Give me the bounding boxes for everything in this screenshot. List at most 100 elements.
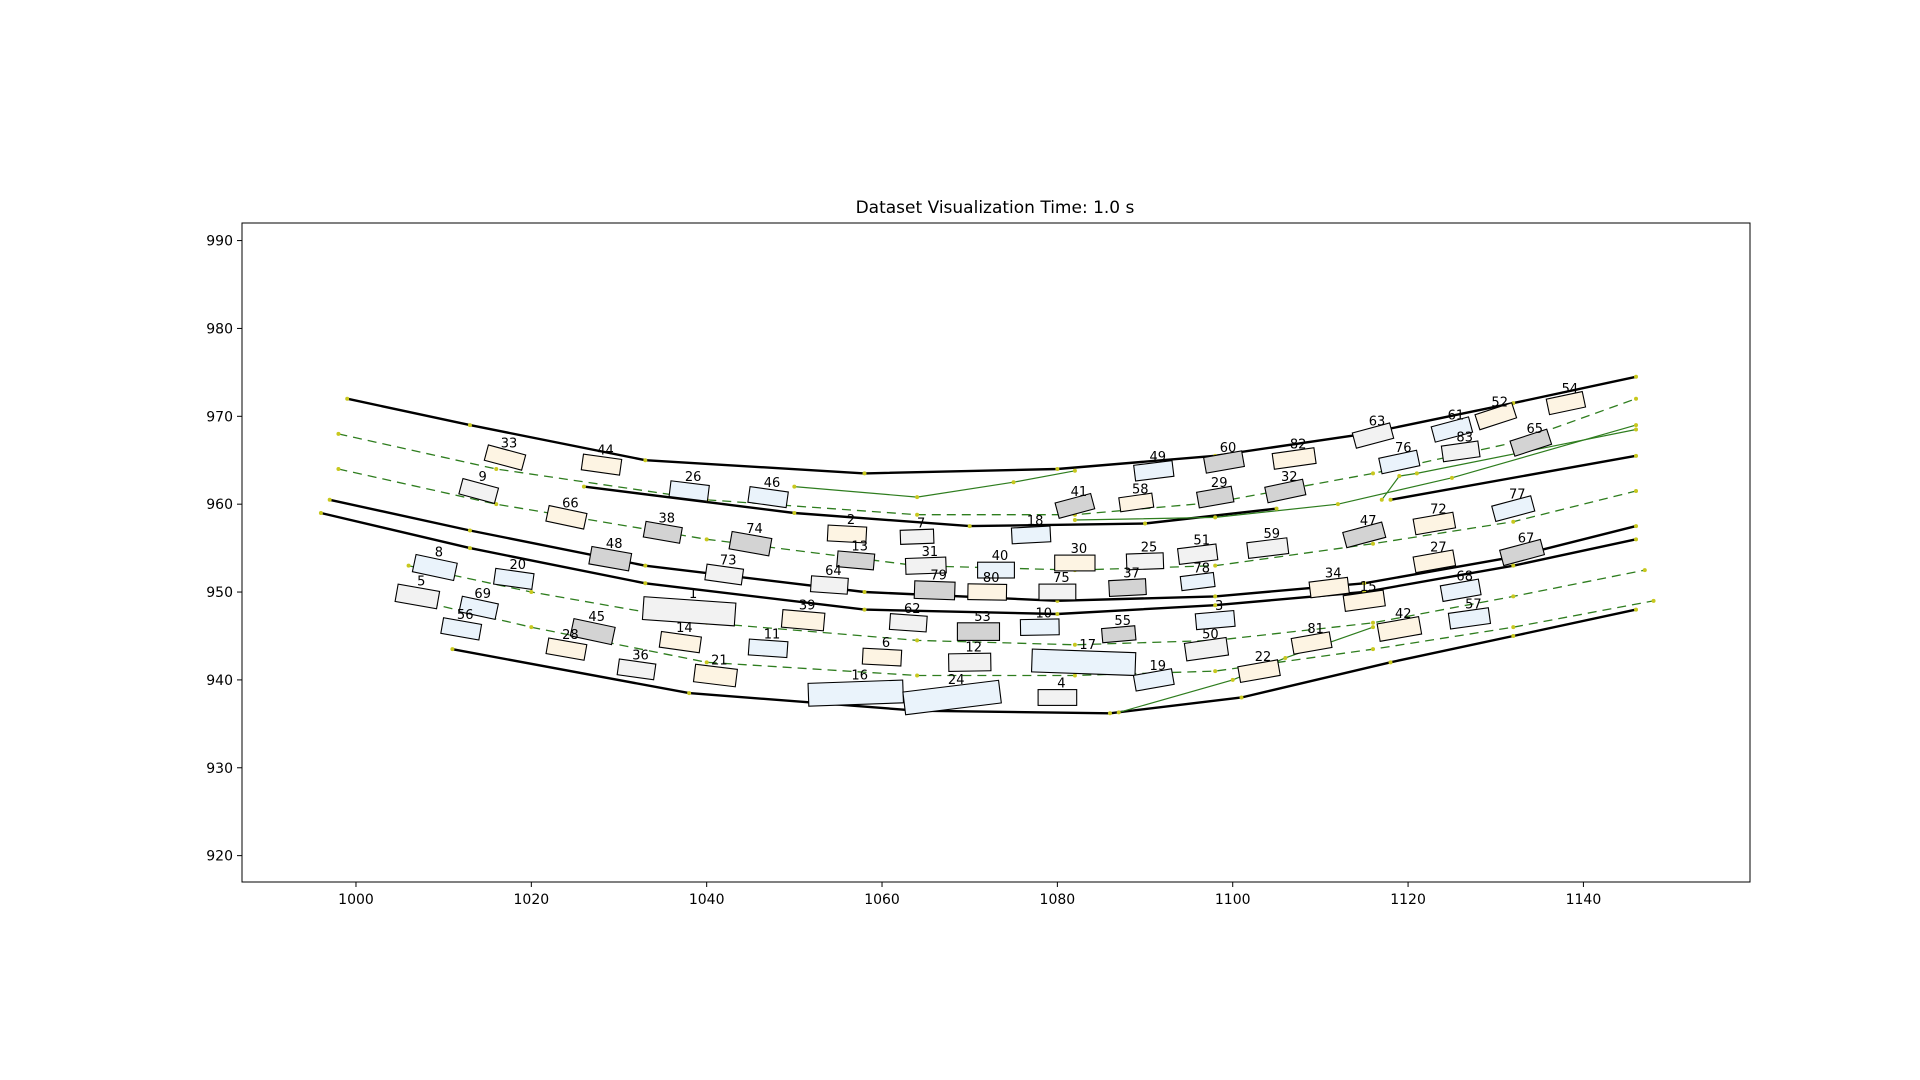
x-tick-label: 1140 [1566, 892, 1602, 908]
x-tick-label: 1100 [1215, 892, 1251, 908]
waypoint-dot [1274, 506, 1279, 511]
vehicle-box-39 [780, 609, 826, 632]
vehicle-label-48: 48 [606, 537, 623, 552]
waypoint-dot [318, 510, 323, 515]
vehicle-box-75 [1038, 583, 1077, 601]
waypoint-dot [1116, 710, 1121, 715]
vehicle-box-8 [411, 553, 458, 582]
vehicle-label-72: 72 [1430, 503, 1447, 518]
vehicle-label-2: 2 [847, 513, 855, 528]
waypoint-dot [529, 625, 534, 630]
vehicle-label-59: 59 [1264, 527, 1281, 542]
vehicle-box-30 [1054, 554, 1096, 572]
waypoint-dot [1055, 612, 1060, 617]
waypoint-dot [1239, 695, 1244, 700]
vehicle-label-61: 61 [1448, 409, 1465, 424]
vehicle-box-4 [1037, 689, 1078, 706]
vehicle-label-45: 45 [588, 610, 605, 625]
vehicle-label-36: 36 [632, 649, 649, 664]
vehicle-box-73 [704, 563, 745, 586]
vehicle-label-64: 64 [825, 564, 842, 579]
vehicle-box-40 [977, 561, 1015, 579]
vehicle-box-13 [836, 550, 876, 571]
waypoint-dot [1511, 519, 1516, 524]
vehicle-box-17 [1030, 648, 1137, 677]
plot-frame [241, 222, 1751, 883]
chart-title: Dataset Visualization Time: 1.0 s [856, 198, 1135, 218]
waypoint-dot [327, 497, 332, 502]
y-tick-label: 950 [206, 585, 233, 601]
waypoint-dot [1634, 396, 1639, 401]
vehicle-label-51: 51 [1193, 533, 1210, 548]
vehicle-box-67 [1498, 538, 1546, 567]
vehicle-box-77 [1491, 495, 1536, 523]
waypoint-dot [450, 647, 455, 652]
waypoint-dot [1634, 423, 1639, 428]
waypoint-dot [1511, 633, 1516, 638]
lane-centerline-dashed [338, 398, 1637, 516]
waypoint-dot [1634, 427, 1639, 432]
vehicle-box-27 [1412, 549, 1457, 574]
vehicle-label-52: 52 [1491, 395, 1508, 410]
vehicle-box-16 [807, 679, 905, 707]
waypoint-dot [336, 467, 341, 472]
vehicle-label-62: 62 [904, 602, 921, 617]
vehicle-box-60 [1202, 450, 1246, 474]
vehicle-label-69: 69 [474, 587, 491, 602]
vehicle-label-65: 65 [1527, 422, 1544, 437]
waypoint-dot [1371, 541, 1375, 546]
vehicle-label-79: 79 [930, 569, 947, 584]
vehicle-label-58: 58 [1132, 482, 1149, 497]
vehicle-label-55: 55 [1114, 614, 1131, 629]
vehicle-box-33 [483, 444, 527, 471]
vehicle-label-54: 54 [1562, 382, 1579, 397]
vehicle-box-36 [616, 658, 657, 681]
vehicle-label-67: 67 [1518, 532, 1535, 547]
vehicle-box-49 [1133, 459, 1175, 482]
y-tick-label: 990 [206, 234, 233, 250]
vehicle-box-79 [913, 580, 956, 601]
waypoint-dot [915, 638, 920, 643]
waypoint-dot [1634, 607, 1639, 612]
vehicle-box-57 [1447, 607, 1492, 630]
waypoint-dot [1634, 453, 1639, 458]
vehicles [394, 390, 1587, 716]
waypoint-dot [581, 484, 586, 489]
x-tick-label: 1040 [689, 892, 725, 908]
vehicle-box-76 [1378, 449, 1421, 475]
waypoint-dot [467, 528, 472, 533]
waypoint-dot [967, 524, 972, 529]
vehicle-label-68: 68 [1456, 569, 1473, 584]
vehicle-box-54 [1545, 390, 1587, 416]
vehicle-label-31: 31 [922, 545, 939, 560]
vehicle-box-9 [458, 477, 500, 505]
vehicle-label-66: 66 [562, 496, 579, 511]
vehicle-box-82 [1271, 447, 1317, 470]
waypoint-dot [336, 431, 341, 436]
vehicle-box-7 [899, 528, 935, 545]
vehicle-label-75: 75 [1053, 571, 1070, 586]
vehicle-box-56 [440, 617, 483, 641]
vehicle-label-22: 22 [1255, 650, 1272, 665]
waypoint-dot [1213, 563, 1218, 568]
waypoint-dot [1388, 497, 1393, 502]
vehicle-label-8: 8 [435, 546, 443, 561]
vehicle-label-15: 15 [1360, 580, 1377, 595]
vehicle-label-49: 49 [1150, 450, 1167, 465]
lane-centerline-solid [794, 470, 1076, 498]
waypoint-dot [1397, 474, 1402, 479]
vehicle-label-1: 1 [689, 587, 697, 602]
waypoint-dot [1371, 471, 1375, 476]
vehicle-box-62 [888, 613, 928, 633]
waypoint-dot [467, 546, 472, 551]
waypoint-dot [1371, 625, 1375, 630]
vehicle-label-5: 5 [417, 575, 425, 590]
vehicle-box-6 [861, 647, 903, 667]
vehicle-label-4: 4 [1057, 677, 1065, 692]
waypoint-dot [1335, 502, 1340, 507]
waypoint-dot [1143, 521, 1148, 526]
waypoint-dot [1213, 669, 1218, 674]
vehicle-box-48 [588, 545, 633, 572]
